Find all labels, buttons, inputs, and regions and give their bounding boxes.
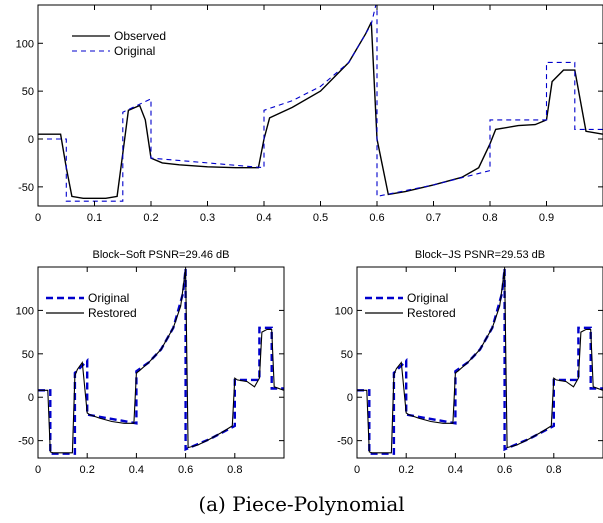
axes-box [37, 266, 285, 459]
x-tick-label: 0.8 [227, 464, 242, 476]
legend-label-restored: Restored [407, 306, 456, 320]
y-tick-label: 50 [22, 86, 34, 98]
series-line-restored [38, 268, 284, 454]
x-tick-label: 0.6 [178, 464, 193, 476]
series-line-original [357, 268, 603, 455]
panel-title: Block−Soft PSNR=29.46 dB [93, 249, 230, 261]
legend-label-observed: Observed [114, 29, 166, 43]
y-tick-label: -50 [18, 182, 34, 194]
x-tick-label: 0 [354, 464, 360, 476]
chart-panel-right: Block−JS PSNR=29.53 dB 0 0.2 0.4 0.6 0.8 -50 0 5… [335, 249, 603, 476]
x-tick-label: 0.2 [143, 212, 158, 224]
x-tick-label: 0.5 [313, 212, 328, 224]
y-tick-label: -50 [337, 436, 353, 448]
y-tick-label: 0 [347, 392, 353, 404]
panel-title: Block−JS PSNR=29.53 dB [415, 249, 545, 261]
legend-label-original: Original [114, 44, 155, 58]
x-tick-label: 0.4 [129, 464, 144, 476]
x-tick-label: 0.8 [546, 464, 561, 476]
chart-panel-top: 0 0.1 0.2 0.3 0.4 0.5 0.6 0.7 0.8 0.9 -50 0 50 100 Obs… [16, 4, 603, 224]
x-tick-label: 0.2 [80, 464, 95, 476]
x-tick-label: 0.2 [399, 464, 414, 476]
y-tick-label: 50 [22, 349, 34, 361]
y-tick-label: 100 [16, 305, 34, 317]
series-line-original [38, 268, 284, 455]
series-line-observed [38, 21, 603, 200]
x-tick-label: 0 [35, 212, 41, 224]
x-tick-label: 0.1 [87, 212, 102, 224]
y-tick-label: 0 [28, 134, 34, 146]
x-tick-label: 0.4 [256, 212, 271, 224]
x-tick-label: 0.7 [426, 212, 441, 224]
legend-label-original: Original [407, 291, 448, 305]
series-group [357, 268, 603, 455]
y-tick-label: 100 [16, 38, 34, 50]
series-line-original [38, 5, 603, 202]
x-tick-label: 0.9 [539, 212, 554, 224]
legend-label-restored: Restored [88, 306, 137, 320]
x-tick-label: 0 [35, 464, 41, 476]
figure-caption: (a) Piece-Polynomial [198, 492, 405, 516]
x-tick-label: 0.8 [482, 212, 497, 224]
y-tick-label: 50 [341, 349, 353, 361]
chart-panel-left: Block−Soft PSNR=29.46 dB 0 0.2 0.4 0.6 0.8 -50… [16, 249, 285, 476]
x-tick-label: 0.4 [448, 464, 463, 476]
x-tick-label: 0.6 [369, 212, 384, 224]
series-group [38, 268, 284, 455]
legend-label-original: Original [88, 291, 129, 305]
x-tick-label: 0.3 [200, 212, 215, 224]
x-tick-label: 0.6 [497, 464, 512, 476]
y-tick-label: 0 [28, 392, 34, 404]
series-group [38, 5, 603, 202]
y-tick-label: -50 [18, 436, 34, 448]
y-tick-label: 100 [335, 305, 353, 317]
series-line-restored [357, 268, 603, 454]
axes-box [356, 266, 603, 459]
